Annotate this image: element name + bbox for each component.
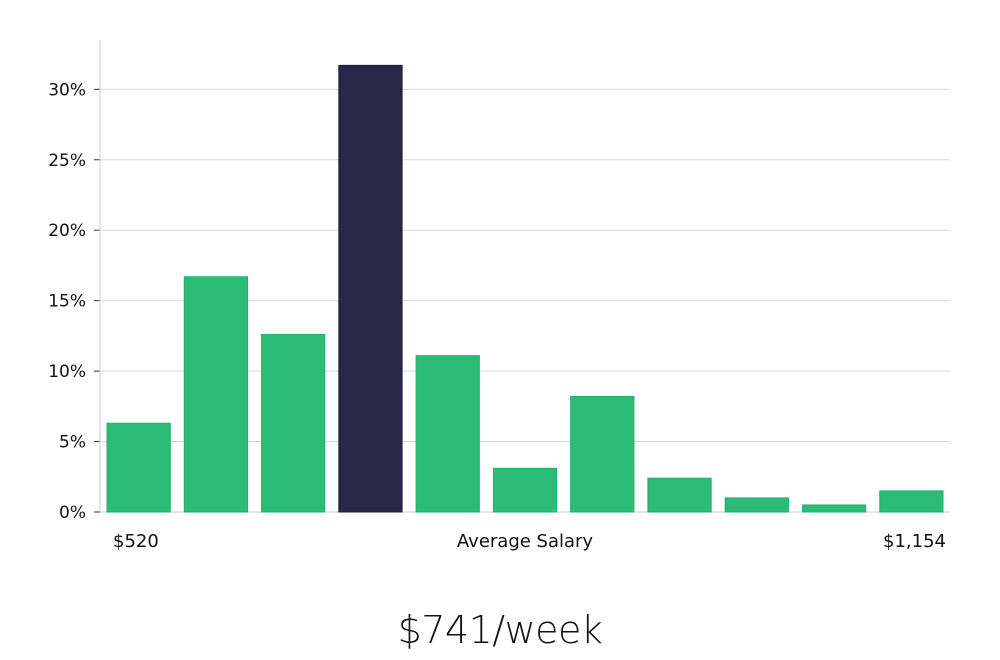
x-start-label: $520 — [113, 531, 159, 552]
y-tick-label: 30% — [48, 80, 86, 100]
bars — [106, 64, 944, 513]
salary-histogram: 0%5%10%15%20%25%30% $520 Average Salary … — [48, 40, 950, 552]
y-tick-label: 15% — [48, 292, 86, 312]
x-end-label: $1,154 — [883, 531, 946, 552]
bar — [724, 497, 789, 513]
bar — [570, 395, 635, 513]
bar — [879, 490, 944, 513]
y-tick-label: 25% — [48, 151, 86, 171]
x-axis-label: Average Salary — [457, 531, 594, 552]
bar — [492, 467, 558, 513]
y-axis-ticks: 0% 5% 10% 15% 20% 25% 30% — [48, 80, 100, 523]
bar — [647, 477, 712, 513]
y-tick-label: 20% — [48, 221, 86, 241]
bar — [106, 422, 171, 513]
average-salary-headline: $741/week — [397, 608, 603, 652]
y-tick-label: 5% — [59, 433, 86, 453]
bar — [415, 355, 480, 513]
bar-highlighted — [338, 64, 403, 513]
y-tick-label: 10% — [48, 362, 86, 382]
bar — [801, 504, 867, 513]
y-tick-label: 0% — [59, 503, 86, 523]
bar — [261, 333, 326, 513]
bar — [183, 276, 249, 513]
